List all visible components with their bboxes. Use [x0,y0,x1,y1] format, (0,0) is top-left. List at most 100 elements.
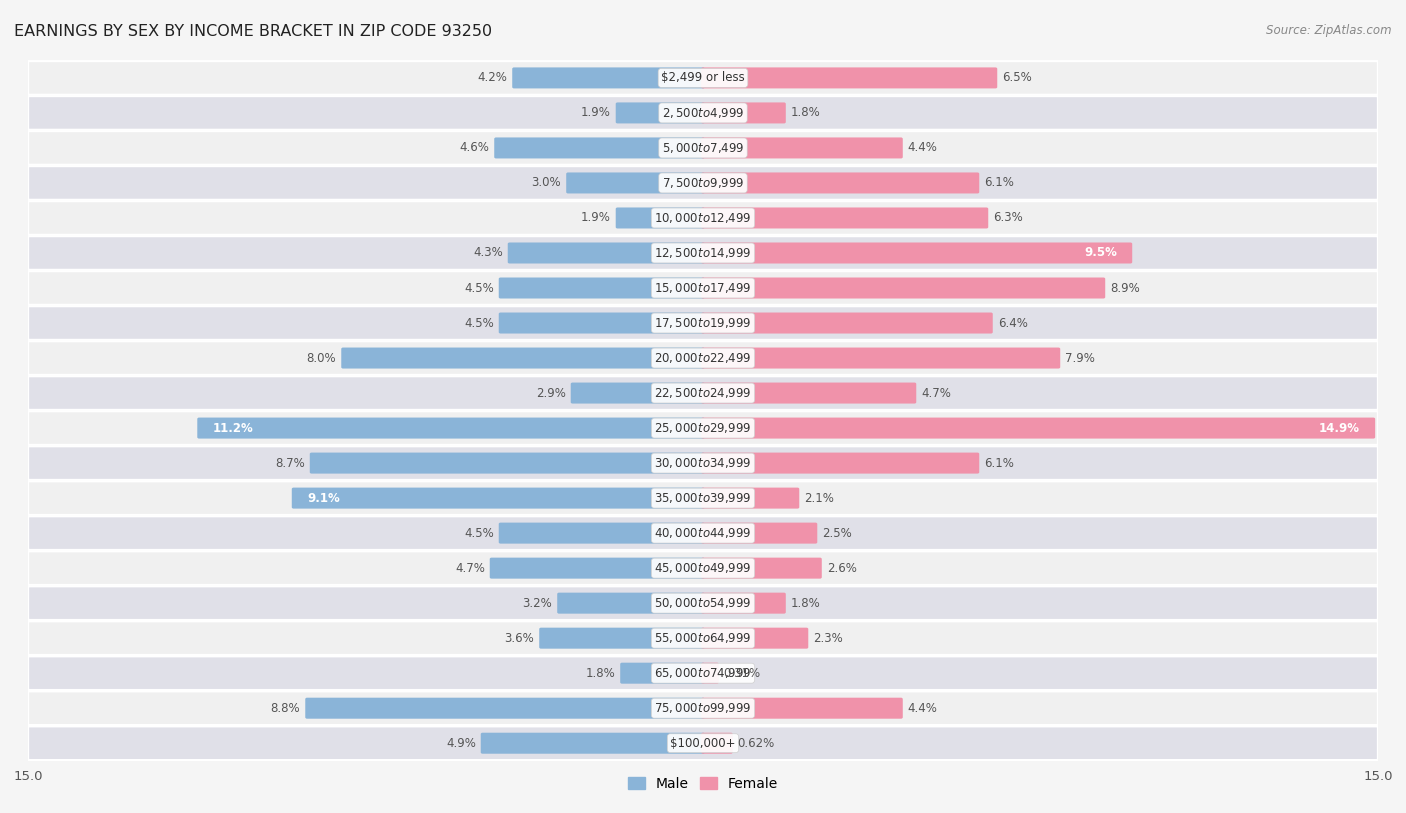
Text: 1.8%: 1.8% [585,667,616,680]
FancyBboxPatch shape [342,347,704,368]
FancyBboxPatch shape [508,242,704,263]
FancyBboxPatch shape [702,453,979,474]
Text: $2,500 to $4,999: $2,500 to $4,999 [662,106,744,120]
FancyBboxPatch shape [702,207,988,228]
FancyBboxPatch shape [616,207,704,228]
FancyBboxPatch shape [489,558,704,579]
FancyBboxPatch shape [28,96,1378,130]
FancyBboxPatch shape [309,453,704,474]
FancyBboxPatch shape [305,698,704,719]
Text: $75,000 to $99,999: $75,000 to $99,999 [654,701,752,715]
FancyBboxPatch shape [702,137,903,159]
FancyBboxPatch shape [702,628,808,649]
FancyBboxPatch shape [28,446,1378,480]
Text: 4.4%: 4.4% [908,141,938,154]
Text: 8.8%: 8.8% [271,702,301,715]
FancyBboxPatch shape [197,418,704,438]
Text: 3.6%: 3.6% [505,632,534,645]
FancyBboxPatch shape [702,663,718,684]
FancyBboxPatch shape [28,726,1378,760]
Text: 9.1%: 9.1% [307,492,340,505]
FancyBboxPatch shape [28,516,1378,550]
Text: 2.1%: 2.1% [804,492,834,505]
Text: 1.9%: 1.9% [581,107,610,120]
Text: $22,500 to $24,999: $22,500 to $24,999 [654,386,752,400]
Text: 4.2%: 4.2% [478,72,508,85]
FancyBboxPatch shape [28,481,1378,515]
FancyBboxPatch shape [28,272,1378,305]
FancyBboxPatch shape [28,307,1378,340]
FancyBboxPatch shape [702,558,821,579]
FancyBboxPatch shape [499,277,704,298]
Legend: Male, Female: Male, Female [623,771,783,796]
Text: 0.62%: 0.62% [738,737,775,750]
FancyBboxPatch shape [292,488,704,509]
Text: 6.4%: 6.4% [998,316,1028,329]
FancyBboxPatch shape [702,383,917,403]
Text: $15,000 to $17,499: $15,000 to $17,499 [654,281,752,295]
Text: 7.9%: 7.9% [1066,351,1095,364]
FancyBboxPatch shape [571,383,704,403]
FancyBboxPatch shape [702,242,1132,263]
Text: Source: ZipAtlas.com: Source: ZipAtlas.com [1267,24,1392,37]
Text: 2.9%: 2.9% [536,386,565,399]
Text: EARNINGS BY SEX BY INCOME BRACKET IN ZIP CODE 93250: EARNINGS BY SEX BY INCOME BRACKET IN ZIP… [14,24,492,39]
FancyBboxPatch shape [28,621,1378,655]
Text: $20,000 to $22,499: $20,000 to $22,499 [654,351,752,365]
Text: $10,000 to $12,499: $10,000 to $12,499 [654,211,752,225]
FancyBboxPatch shape [28,201,1378,235]
FancyBboxPatch shape [702,172,979,193]
FancyBboxPatch shape [702,418,1375,438]
FancyBboxPatch shape [28,656,1378,690]
Text: 4.5%: 4.5% [464,316,494,329]
Text: 3.2%: 3.2% [523,597,553,610]
Text: 2.5%: 2.5% [823,527,852,540]
Text: 4.3%: 4.3% [472,246,503,259]
FancyBboxPatch shape [702,733,733,754]
Text: $17,500 to $19,999: $17,500 to $19,999 [654,316,752,330]
FancyBboxPatch shape [28,691,1378,725]
Text: $100,000+: $100,000+ [671,737,735,750]
Text: $45,000 to $49,999: $45,000 to $49,999 [654,561,752,575]
Text: $55,000 to $64,999: $55,000 to $64,999 [654,631,752,646]
FancyBboxPatch shape [702,277,1105,298]
FancyBboxPatch shape [702,67,997,89]
FancyBboxPatch shape [28,551,1378,585]
Text: 1.8%: 1.8% [790,597,821,610]
Text: 4.7%: 4.7% [456,562,485,575]
Text: 2.3%: 2.3% [813,632,844,645]
Text: $7,500 to $9,999: $7,500 to $9,999 [662,176,744,190]
FancyBboxPatch shape [499,523,704,544]
Text: 1.8%: 1.8% [790,107,821,120]
FancyBboxPatch shape [512,67,704,89]
FancyBboxPatch shape [28,341,1378,375]
FancyBboxPatch shape [557,593,704,614]
FancyBboxPatch shape [702,102,786,124]
Text: 8.9%: 8.9% [1111,281,1140,294]
FancyBboxPatch shape [702,698,903,719]
FancyBboxPatch shape [702,593,786,614]
Text: 6.3%: 6.3% [993,211,1024,224]
Text: 4.6%: 4.6% [460,141,489,154]
FancyBboxPatch shape [28,237,1378,270]
FancyBboxPatch shape [702,312,993,333]
FancyBboxPatch shape [499,312,704,333]
FancyBboxPatch shape [495,137,704,159]
FancyBboxPatch shape [540,628,704,649]
Text: 0.31%: 0.31% [724,667,761,680]
Text: 3.0%: 3.0% [531,176,561,189]
Text: 14.9%: 14.9% [1319,422,1360,435]
FancyBboxPatch shape [28,131,1378,165]
Text: 1.9%: 1.9% [581,211,610,224]
FancyBboxPatch shape [481,733,704,754]
Text: 4.7%: 4.7% [921,386,950,399]
Text: 4.5%: 4.5% [464,527,494,540]
FancyBboxPatch shape [28,376,1378,410]
Text: $5,000 to $7,499: $5,000 to $7,499 [662,141,744,155]
FancyBboxPatch shape [28,61,1378,95]
FancyBboxPatch shape [28,411,1378,445]
FancyBboxPatch shape [702,488,799,509]
Text: 4.9%: 4.9% [446,737,475,750]
Text: 6.5%: 6.5% [1002,72,1032,85]
Text: $2,499 or less: $2,499 or less [661,72,745,85]
